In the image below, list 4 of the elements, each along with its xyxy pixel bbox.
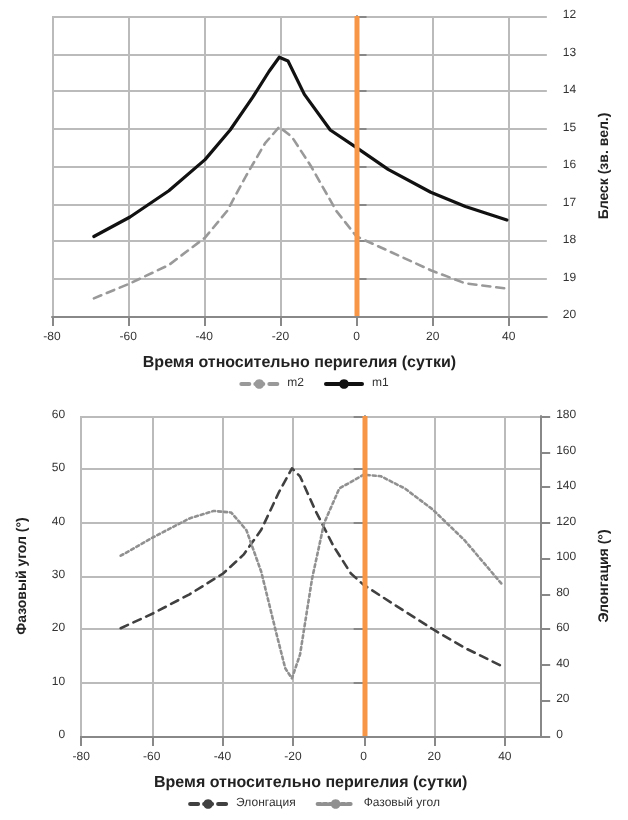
line-series bbox=[92, 125, 509, 300]
x-axis-title: Время относительно перигелия (сутки) bbox=[142, 352, 457, 371]
line-series bbox=[92, 55, 509, 239]
x-axis-title: Время относительно перигелия (сутки) bbox=[154, 772, 468, 791]
